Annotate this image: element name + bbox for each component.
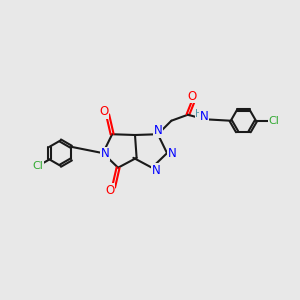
Text: N: N [154,124,163,137]
Text: N: N [101,147,110,160]
Text: O: O [99,105,109,118]
Text: Cl: Cl [32,161,43,171]
Text: Cl: Cl [268,116,279,126]
Text: O: O [105,184,115,197]
Text: O: O [188,90,197,103]
Text: N: N [200,110,209,123]
Text: N: N [168,147,177,160]
Text: N: N [152,164,161,177]
Text: H: H [195,109,203,119]
